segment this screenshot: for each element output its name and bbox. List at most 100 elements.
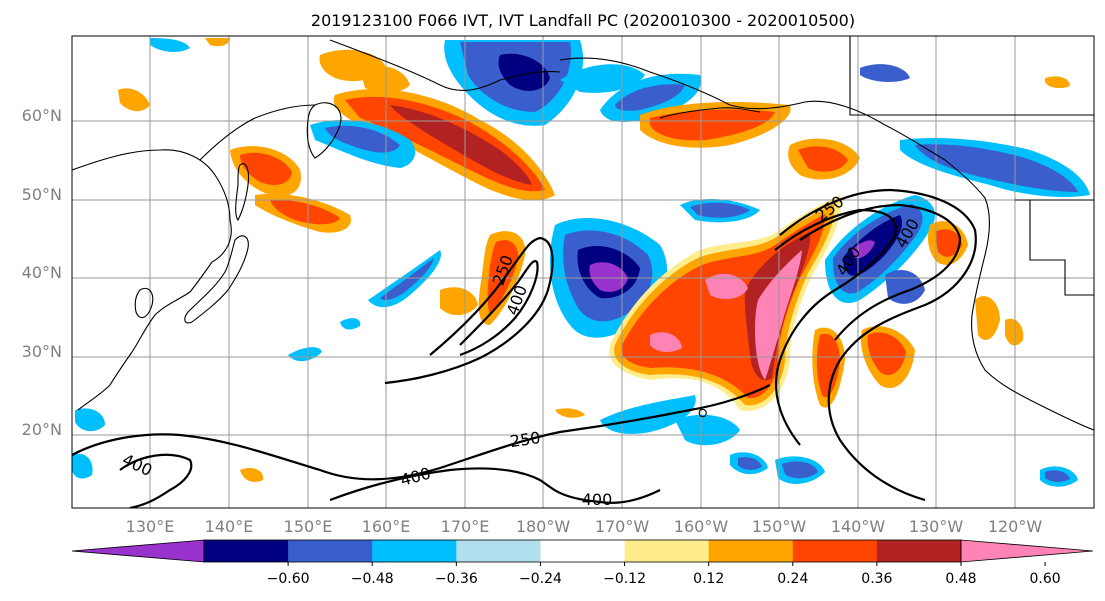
shade-negative-hawaii [288, 347, 322, 362]
colorbar-segment [624, 540, 710, 562]
colorbar-segment [540, 540, 626, 562]
map-area: 250 400 250 400 250 400 400 400 400 [72, 36, 1094, 509]
shade-negative-south [600, 395, 696, 434]
colorbar-tick-label: 0.48 [945, 571, 976, 587]
longitude-labels: 130°E 140°E 150°E 160°E 170°E 180°W 170°… [126, 517, 1043, 536]
lon-label: 170°W [595, 517, 650, 536]
colorbar-segment [792, 540, 878, 562]
shade-negative-sw [75, 408, 105, 432]
colorbar-segment [708, 540, 794, 562]
lon-label: 140°E [205, 517, 254, 536]
shade-positive-gulf-inner [798, 146, 848, 172]
coast-hawaii [698, 408, 707, 418]
shade-positive-japan-north [118, 88, 150, 112]
shade-positive-plume-6 [705, 273, 748, 300]
contour-250-south [72, 384, 771, 481]
shade-positive-west-2 [440, 287, 478, 316]
lat-label: 20°N [22, 420, 62, 439]
colorbar-segment [876, 540, 962, 562]
shade-negative-top-core [498, 53, 550, 91]
colorbar-segment [456, 540, 541, 562]
lon-label: 120°W [988, 517, 1043, 536]
shade-positive-plume-7 [650, 332, 682, 352]
colorbar-segment [204, 540, 289, 562]
contour-400-west [459, 260, 539, 357]
colorbar-extend-high [960, 539, 1094, 563]
colorbar-tick-label: 0.36 [861, 571, 892, 587]
contour-250-east [779, 188, 977, 502]
lat-label: 50°N [22, 185, 62, 204]
shade-positive-ca-3 [975, 296, 1000, 340]
lat-label: 60°N [22, 106, 62, 125]
colorbar-tick-label: 0.60 [1030, 571, 1061, 587]
contour-label: 400 [582, 490, 613, 509]
coastlines [72, 36, 1094, 431]
contour-250-west [384, 236, 554, 385]
contour-label: 250 [509, 428, 542, 451]
shade-negative-aleutian-inner [615, 84, 685, 111]
contour-400-south [119, 453, 193, 508]
shade-positive-ca-4 [1005, 318, 1024, 346]
map-frame [71, 35, 1095, 509]
ivt-contours [72, 188, 977, 508]
shade-positive-east-top [1045, 76, 1070, 89]
shade-positive-top-small [205, 38, 230, 47]
lat-label: 30°N [22, 342, 62, 361]
coast-kamchatka [306, 102, 342, 159]
shade-positive-south-small-2 [240, 468, 264, 482]
shade-negative-east-top [860, 64, 910, 82]
map-title: 2019123100 F066 IVT, IVT Landfall PC (20… [311, 11, 855, 30]
shade-negative-south-2 [675, 414, 740, 446]
coast-sakhalin [235, 163, 250, 222]
shade-negative-central-core [589, 262, 628, 292]
shade-negative-okhotsk-inner [325, 125, 400, 153]
colorbar-tick-label: 0.12 [693, 571, 724, 587]
shade-negative-sw-2 [72, 453, 93, 479]
coast-north-boundary [849, 36, 1094, 116]
coast-aleutians [659, 107, 761, 119]
shade-negative-west-small [340, 318, 361, 330]
shade-negative-south-4-inner [782, 461, 818, 479]
colorbar-tick-label: 0.24 [777, 571, 808, 587]
lon-label: 150°E [284, 517, 333, 536]
coast-japan [184, 235, 249, 324]
shade-positive-sw-plume-inner [816, 333, 840, 398]
colorbar-frame [203, 539, 962, 563]
colorbar-tick-label: −0.24 [519, 571, 562, 587]
lon-label: 160°E [362, 517, 411, 536]
latitude-labels: 20°N 30°N 40°N 50°N 60°N [22, 106, 62, 439]
shade-positive-alaska-inner [650, 109, 775, 141]
lon-label: 170°E [441, 517, 490, 536]
colorbar: −0.60 −0.48 −0.36 −0.24 −0.12 0.12 0.24 0.36 0.4… [71, 539, 1094, 587]
shade-positive-ca-inner [935, 229, 962, 257]
lon-label: 130°W [909, 517, 964, 536]
coast-alaska [559, 57, 1094, 431]
colorbar-tick-label: −0.48 [351, 571, 394, 587]
shade-positive-sakhalin-inner [240, 152, 292, 185]
lon-label: 180°W [516, 517, 571, 536]
coast-states [1029, 200, 1094, 296]
contour-400-east-inner [774, 208, 898, 446]
colorbar-tick-label: −0.12 [603, 571, 646, 587]
shade-negative-west-streak-inner [380, 258, 434, 301]
shade-positive-south-small [555, 408, 585, 418]
shade-negative-pacific-small [150, 38, 190, 52]
lon-label: 160°W [674, 517, 729, 536]
shade-negative-bering-north [560, 64, 645, 93]
shade-negative-bc-coast-inner [915, 144, 1078, 192]
shade-positive-top-left-2 [360, 65, 410, 93]
lon-label: 130°E [126, 517, 175, 536]
colorbar-segment [372, 540, 457, 562]
colorbar-segment [288, 540, 373, 562]
shade-positive-bering-core [390, 105, 532, 185]
coast-asia [72, 149, 232, 411]
colorbar-tick-label: −0.60 [267, 571, 310, 587]
shade-negative-south-3-inner [738, 457, 762, 470]
shade-positive-ca-2-inner [867, 332, 906, 376]
coast-korea [134, 287, 154, 319]
colorbar-extend-low [71, 539, 205, 563]
contour-400-south-2 [329, 467, 661, 504]
coast-siberia-north [329, 39, 561, 91]
lat-label: 40°N [22, 263, 62, 282]
